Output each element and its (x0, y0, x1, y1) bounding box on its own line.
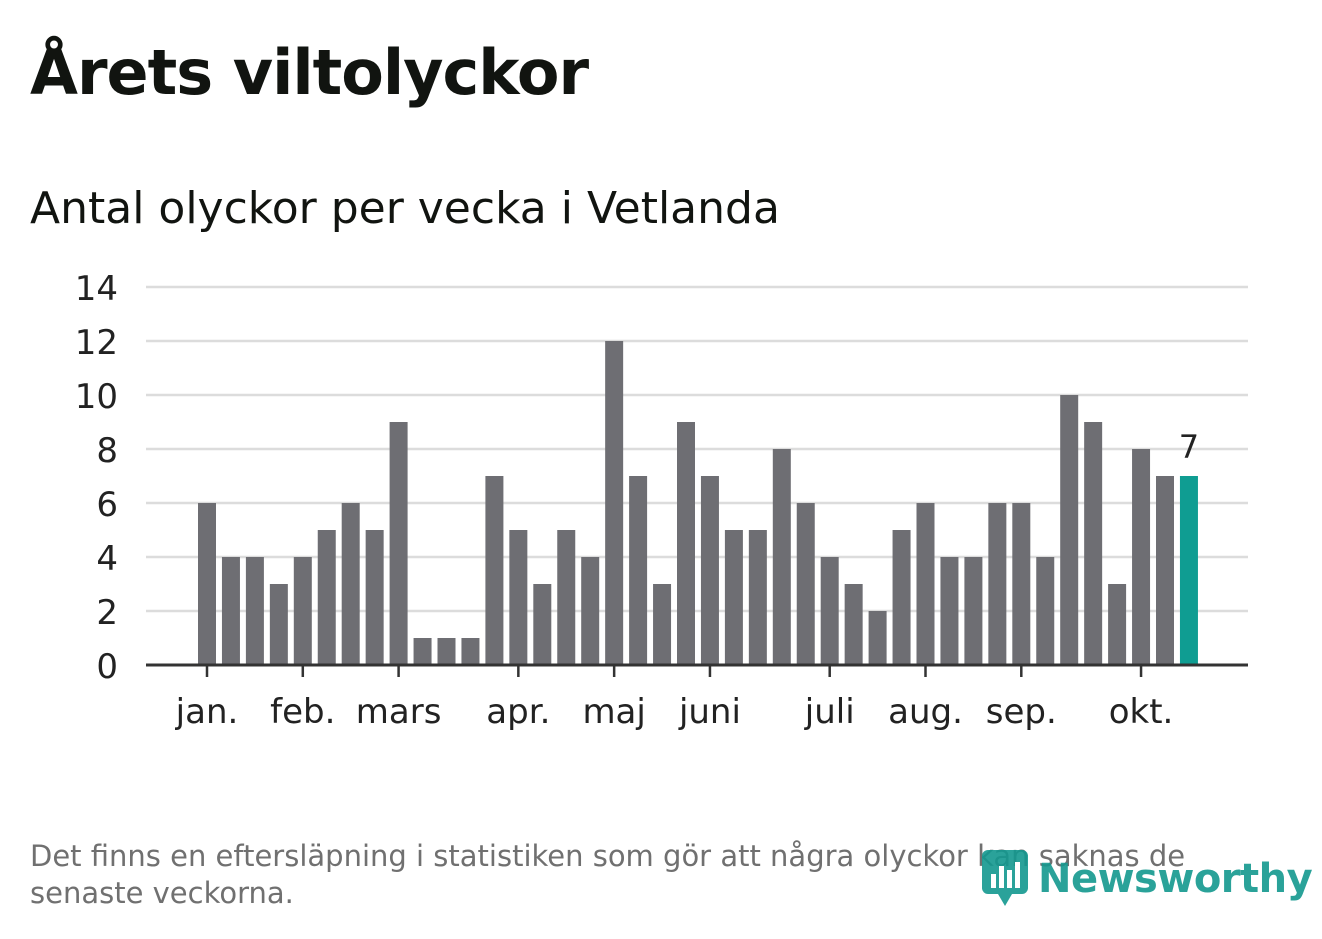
bar (700, 476, 719, 665)
bar (389, 422, 408, 665)
y-tick-label: 14 (75, 269, 118, 309)
x-tick-label: okt. (1109, 692, 1174, 732)
bar (1108, 584, 1127, 665)
bar-highlight (1179, 476, 1198, 665)
x-tick-label: juli (804, 692, 855, 732)
bar (629, 476, 648, 665)
bar (341, 503, 360, 665)
bar (269, 584, 288, 665)
x-tick-label: feb. (270, 692, 335, 732)
bar (724, 530, 743, 665)
bar (1156, 476, 1174, 665)
bar (653, 584, 672, 665)
y-axis-ticks: 0 2 4 6 8 10 12 14 (75, 269, 118, 687)
bar (461, 638, 480, 665)
bar (1012, 503, 1031, 665)
chart-title: Årets viltolyckor (30, 36, 589, 109)
bar (485, 476, 504, 665)
bar (245, 557, 264, 665)
y-tick-label: 8 (96, 431, 118, 471)
bar (748, 530, 767, 665)
brand-name: Newsworthy (1038, 856, 1313, 902)
x-axis: jan. feb. mars apr. maj juni juli aug. sep. okt. (146, 663, 1248, 732)
bar (964, 557, 983, 665)
bar (557, 530, 576, 665)
y-tick-label: 12 (75, 323, 118, 363)
bar (844, 584, 863, 665)
x-tick-label: aug. (888, 692, 963, 732)
bar (940, 557, 959, 665)
bar (605, 341, 624, 665)
data-label: 7 (1179, 428, 1199, 466)
bar (317, 530, 336, 665)
bar (916, 503, 935, 665)
bar (988, 503, 1007, 665)
y-tick-label: 10 (75, 377, 118, 417)
bar (533, 584, 552, 665)
bar (581, 557, 600, 665)
bar (868, 611, 887, 665)
bar-chart: 0 2 4 6 8 10 12 14 jan. feb. mars apr. maj juni juli a… (75, 269, 1248, 732)
chart-subtitle: Antal olyckor per vecka i Vetlanda (30, 183, 780, 234)
bar (1036, 557, 1055, 665)
bar (892, 530, 911, 665)
y-tick-label: 4 (96, 539, 118, 579)
y-tick-label: 2 (96, 593, 118, 633)
x-tick-label: maj (582, 692, 645, 732)
x-tick-label: mars (356, 692, 442, 732)
bar (1132, 449, 1151, 665)
x-tick-label: jan. (175, 692, 239, 732)
bar (293, 557, 312, 665)
bar (677, 422, 695, 665)
bar (1060, 395, 1079, 665)
x-tick-label: apr. (486, 692, 550, 732)
y-tick-label: 0 (96, 647, 118, 687)
bar (221, 557, 240, 665)
bar (437, 638, 456, 665)
bars (198, 341, 1198, 665)
y-tick-label: 6 (96, 485, 118, 525)
newsworthy-logo-icon (982, 850, 1028, 906)
x-tick-label: sep. (986, 692, 1057, 732)
bar (198, 503, 216, 665)
bar (365, 530, 384, 665)
bar (796, 503, 815, 665)
data-labels: 7 (1179, 428, 1199, 466)
bar (820, 557, 839, 665)
brand-logo: Newsworthy (980, 848, 1313, 910)
bar (772, 449, 791, 665)
bar (1084, 422, 1103, 665)
bar (509, 530, 528, 665)
bar (413, 638, 432, 665)
x-tick-label: juni (678, 692, 741, 732)
